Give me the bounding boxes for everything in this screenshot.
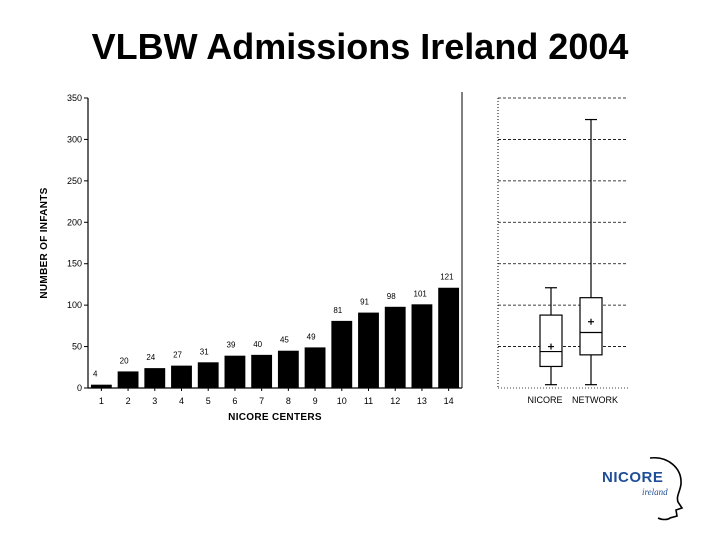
- x-axis-label: NICORE CENTERS: [228, 412, 322, 423]
- bar: [358, 312, 379, 388]
- y-tick-label: 350: [67, 93, 82, 103]
- bar-data-label: 27: [173, 351, 182, 360]
- bar: [438, 287, 460, 388]
- y-tick-label: 150: [67, 259, 82, 269]
- bar: [90, 384, 112, 388]
- x-tick-label: 3: [152, 396, 157, 406]
- bar: [384, 306, 406, 388]
- bar-data-label: 20: [120, 356, 129, 365]
- bar: [251, 354, 273, 388]
- bar-data-label: 121: [440, 273, 454, 282]
- x-tick-label: 7: [259, 396, 264, 406]
- y-tick-label: 200: [67, 217, 82, 227]
- bar-data-label: 31: [200, 347, 209, 356]
- x-tick-label: 2: [126, 396, 131, 406]
- y-tick-label: 250: [67, 176, 82, 186]
- bars: [90, 287, 460, 388]
- x-tick-label: 4: [179, 396, 184, 406]
- logo-word: NICORE: [602, 469, 664, 486]
- bar-data-label: 45: [280, 336, 289, 345]
- box-plot: NICORE NETWORK: [497, 97, 628, 405]
- box-iqr: [539, 314, 563, 368]
- box-network: [579, 118, 603, 386]
- bar: [224, 355, 246, 388]
- chart-title: VLBW Admissions Ireland 2004: [91, 26, 629, 67]
- y-axis-label: NUMBER OF INFANTS: [39, 187, 50, 298]
- logo-subtitle: ireland: [642, 487, 668, 497]
- bar: [197, 362, 219, 388]
- bar: [331, 320, 353, 388]
- bar-y-ticks: 0 50 100 150 200 250 300 350: [67, 93, 88, 393]
- bar-data-label: 24: [146, 353, 155, 362]
- x-tick-label: 14: [444, 396, 454, 406]
- y-tick-label: 0: [77, 383, 82, 393]
- bar-data-label: 40: [253, 340, 262, 349]
- y-tick-label: 300: [67, 134, 82, 144]
- bar: [277, 350, 299, 388]
- bar: [411, 304, 433, 388]
- bar: [117, 371, 139, 388]
- bar: [304, 347, 326, 388]
- boxes: [539, 118, 603, 386]
- x-tick-label: 6: [232, 396, 237, 406]
- nicore-logo: NICORE ireland: [598, 452, 688, 522]
- box-x-tick-labels: NICORE NETWORK: [527, 395, 618, 405]
- bar-data-label: 39: [227, 341, 236, 350]
- x-tick-label: 9: [313, 396, 318, 406]
- bar-data-label: 98: [387, 292, 396, 301]
- x-tick-label: 10: [337, 396, 347, 406]
- bar: [171, 365, 192, 388]
- box-grid-lines: [498, 97, 628, 389]
- x-tick-label: 12: [390, 396, 400, 406]
- y-tick-label: 50: [72, 342, 82, 352]
- bar: [144, 368, 166, 388]
- x-tick-label: 11: [364, 396, 373, 406]
- bar-x-ticks: 1 2 3 4 5 6 7 8 9 10 11 12 13 14: [99, 388, 454, 406]
- bar-data-labels: 4 20 24 27 31 39 40 45 49 81 91 98 101 121: [93, 273, 454, 379]
- box-nicore: [539, 287, 563, 386]
- x-tick-label: 13: [417, 396, 427, 406]
- x-tick-label: 5: [206, 396, 211, 406]
- x-tick-label: 1: [99, 396, 104, 406]
- bar-data-label: 49: [307, 332, 316, 341]
- bar-data-label: 4: [93, 370, 98, 379]
- box-iqr: [579, 297, 603, 356]
- bar-data-label: 91: [360, 298, 369, 307]
- head-silhouette-icon: [649, 457, 684, 521]
- bar-data-label: 81: [333, 306, 342, 315]
- box-x-tick-label: NETWORK: [572, 395, 618, 405]
- x-tick-label: 8: [286, 396, 291, 406]
- bar-data-label: 101: [414, 289, 428, 298]
- box-x-tick-label: NICORE: [527, 395, 562, 405]
- y-tick-label: 100: [67, 300, 82, 310]
